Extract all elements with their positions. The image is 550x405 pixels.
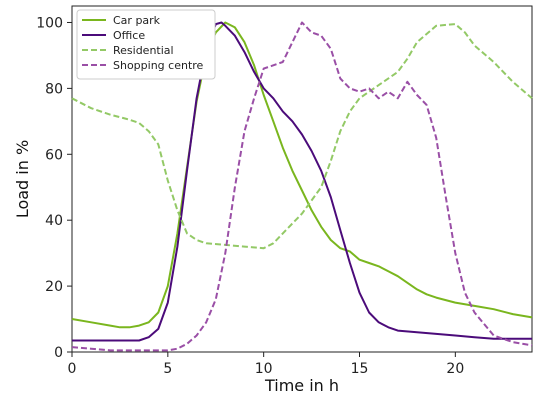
y-tick-label: 0: [54, 345, 63, 361]
legend-label-shopping-centre: Shopping centre: [113, 59, 204, 72]
series-line-residential: [71, 23, 533, 250]
y-axis-label: Load in %: [13, 140, 32, 218]
x-axis-label: Time in h: [264, 376, 339, 395]
y-tick-label: 40: [45, 213, 63, 229]
x-tick-label: 0: [68, 361, 77, 377]
plot-frame: [71, 5, 533, 353]
legend-box: [76, 9, 216, 80]
series-line-shopping-centre: [71, 21, 533, 352]
legend-label-office: Office: [113, 29, 145, 42]
y-tick-label: 80: [45, 81, 63, 97]
x-tick-label: 5: [163, 361, 172, 377]
y-tick-label: 60: [45, 147, 63, 163]
series-line-car-park: [71, 21, 533, 329]
legend-label-residential: Residential: [113, 44, 174, 57]
ticks-layer: 0 5 10 15 20 0 20 40 60 80 100: [36, 15, 464, 377]
series-layer: [71, 21, 533, 352]
series-line-office: [72, 21, 532, 342]
x-tick-label: 10: [255, 361, 273, 377]
y-tick-label: 20: [45, 279, 63, 295]
y-tick-label: 100: [36, 15, 63, 31]
x-tick-label: 20: [446, 361, 464, 377]
x-tick-label: 15: [351, 361, 369, 377]
legend-label-car-park: Car park: [113, 14, 161, 27]
legend: Car park Office Residential Shopping cen…: [76, 9, 216, 80]
